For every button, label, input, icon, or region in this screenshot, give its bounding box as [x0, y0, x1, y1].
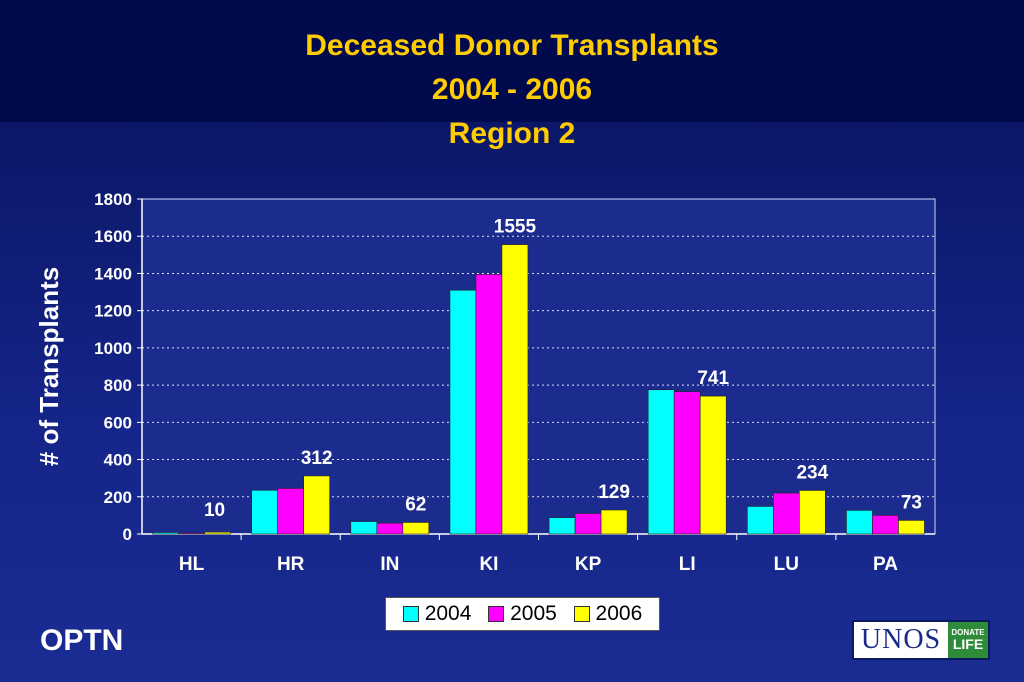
data-label-HR: 312 — [301, 448, 333, 469]
donate-life-top: DONATE — [951, 628, 985, 637]
unos-logo-text: UNOS — [860, 624, 942, 655]
unos-donate-life-logo: UNOS DONATE LIFE — [852, 620, 990, 660]
x-tick-label: IN — [380, 554, 399, 575]
data-label-IN: 62 — [405, 494, 426, 515]
y-tick-label: 1000 — [94, 339, 132, 358]
x-tick-label: PA — [873, 554, 898, 575]
bar-LI-2005 — [673, 391, 701, 535]
y-tick-label: 200 — [104, 488, 132, 507]
bar-KI-2005 — [475, 274, 503, 535]
bar-LU-2006 — [799, 490, 826, 535]
bar-PA-2005 — [872, 515, 899, 535]
bar-LU-2005 — [773, 492, 800, 535]
title-band — [0, 0, 1024, 122]
bar-HL-2004 — [152, 532, 179, 535]
donate-life-badge: DONATE LIFE — [948, 622, 988, 658]
y-tick-label: 1600 — [94, 227, 132, 246]
y-tick-label: 0 — [123, 525, 132, 544]
y-axis-title: # of Transplants — [34, 267, 64, 466]
data-label-LI: 741 — [697, 368, 729, 389]
data-label-KP: 129 — [598, 482, 630, 503]
bar-KP-2005 — [574, 513, 602, 535]
y-tick-label: 1200 — [94, 302, 132, 321]
bar-HR-2006 — [303, 475, 330, 535]
title-line-2: 2004 - 2006 — [431, 73, 593, 106]
x-tick-label: LI — [679, 554, 696, 575]
bar-LU-2004 — [747, 506, 774, 535]
title-line-1: Deceased Donor Transplants — [305, 29, 719, 62]
legend-swatch-2005 — [488, 606, 505, 622]
bar-KP-2006 — [600, 509, 628, 535]
legend-label-2004: 2004 — [424, 602, 472, 625]
x-tick-label: KI — [479, 554, 498, 575]
bar-KI-2004 — [449, 289, 477, 535]
y-tick-label: 1400 — [94, 264, 132, 283]
x-tick-label: HL — [179, 554, 205, 575]
donate-life-bottom: LIFE — [952, 636, 984, 652]
bar-PA-2006 — [898, 520, 925, 535]
bar-HR-2004 — [251, 489, 278, 535]
bar-KI-2006 — [501, 244, 529, 535]
bar-IN-2004 — [350, 521, 378, 535]
legend-item-2006: 2006 — [573, 602, 643, 626]
optn-footer: OPTN — [40, 624, 124, 657]
legend-item-2004: 2004 — [402, 602, 472, 626]
y-tick-label: 400 — [104, 451, 132, 470]
legend-label-2006: 2006 — [595, 602, 643, 625]
legend-swatch-2006 — [573, 606, 590, 622]
legend-item-2005: 2005 — [488, 602, 557, 626]
bar-IN-2006 — [402, 522, 430, 535]
bar-HL-2006 — [204, 531, 231, 535]
bar-LI-2004 — [647, 389, 675, 535]
bar-chart: 0 200 400 600 800 1000 1200 1400 1600 1800 # of Tr… — [34, 190, 936, 575]
legend-swatch-2004 — [402, 606, 419, 622]
bar-LI-2006 — [699, 395, 727, 535]
y-tick-label: 600 — [104, 413, 132, 432]
y-tick-label: 1800 — [94, 190, 132, 209]
data-label-LU: 234 — [796, 462, 828, 483]
data-label-PA: 73 — [901, 492, 922, 513]
bar-KP-2004 — [548, 517, 576, 535]
title-line-3: Region 2 — [448, 117, 576, 150]
data-label-KI: 1555 — [494, 217, 537, 238]
chart-legend: 2004 2005 2006 — [385, 597, 660, 631]
plot-area — [141, 198, 936, 535]
data-label-HL: 10 — [204, 500, 225, 521]
bar-HR-2005 — [277, 488, 304, 535]
y-tick-label: 800 — [104, 376, 132, 395]
x-tick-label: LU — [774, 554, 799, 575]
x-tick-label: HR — [277, 554, 305, 575]
bar-HL-2005 — [178, 532, 205, 535]
bar-IN-2005 — [376, 522, 404, 535]
x-tick-label: KP — [575, 554, 602, 575]
legend-label-2005: 2005 — [510, 602, 557, 625]
bar-PA-2004 — [846, 510, 873, 535]
